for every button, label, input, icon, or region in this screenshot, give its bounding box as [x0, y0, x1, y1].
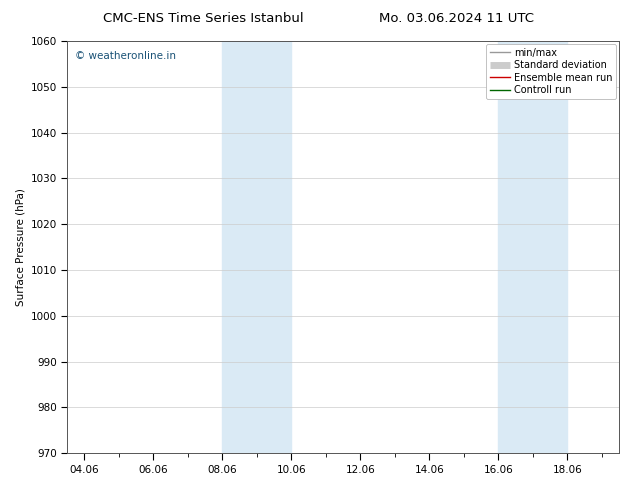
Text: Mo. 03.06.2024 11 UTC: Mo. 03.06.2024 11 UTC [379, 12, 534, 25]
Bar [223, 41, 292, 453]
Legend: min/max, Standard deviation, Ensemble mean run, Controll run: min/max, Standard deviation, Ensemble me… [486, 44, 616, 99]
Bar [498, 41, 567, 453]
Text: CMC-ENS Time Series Istanbul: CMC-ENS Time Series Istanbul [103, 12, 303, 25]
Y-axis label: Surface Pressure (hPa): Surface Pressure (hPa) [15, 188, 25, 306]
Text: © weatheronline.in: © weatheronline.in [75, 51, 176, 61]
